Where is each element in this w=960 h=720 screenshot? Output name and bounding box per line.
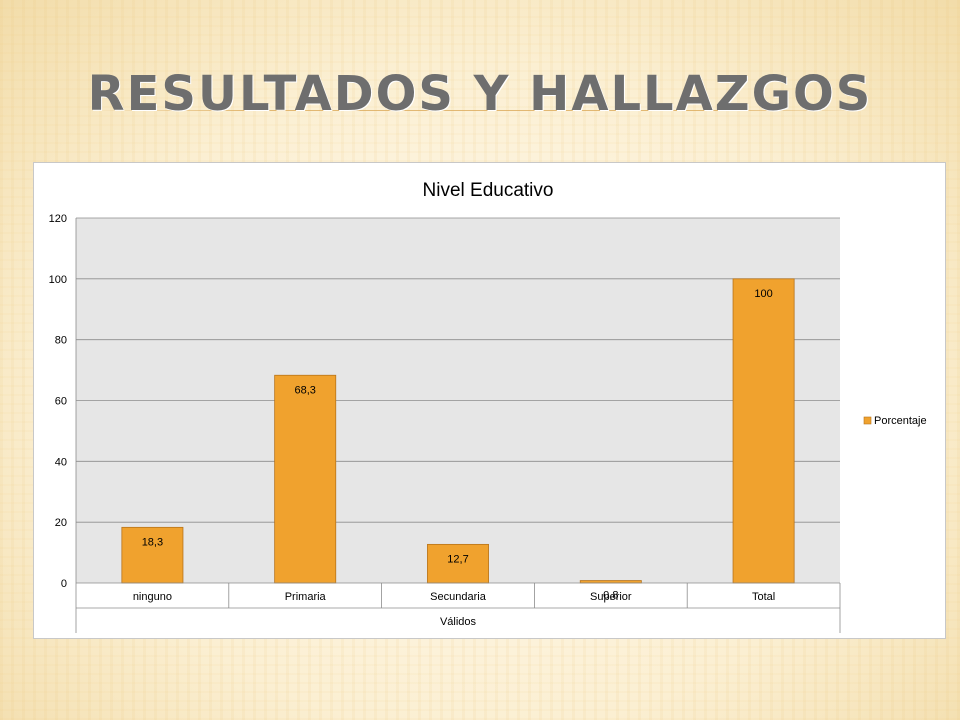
data-label: 100 — [754, 288, 772, 300]
chart-frame: Nivel Educativo 18,3 68,3 12,7 0,8 100 0 20 40… — [33, 162, 946, 639]
x-tick-label: Primaria — [285, 591, 327, 603]
chart-title: Nivel Educativo — [423, 180, 554, 201]
legend-swatch — [863, 416, 872, 425]
y-tick-label: 20 — [55, 517, 67, 529]
legend: Porcentaje — [863, 415, 927, 427]
data-label: 18,3 — [142, 536, 163, 548]
x-tick-label: ninguno — [133, 591, 172, 603]
y-tick-label: 0 — [61, 578, 67, 590]
y-tick-label: 100 — [49, 274, 67, 286]
data-labels: 18,3 68,3 12,7 0,8 100 — [142, 288, 773, 602]
bar — [732, 278, 795, 584]
x-tick-label: Total — [752, 591, 775, 603]
title-underline — [90, 110, 870, 111]
bar-chart: Nivel Educativo 18,3 68,3 12,7 0,8 100 0 20 40… — [49, 180, 927, 633]
x-tick-label: Superior — [590, 591, 632, 603]
x-group-label: Válidos — [440, 616, 477, 628]
x-tick-label: Secundaria — [430, 591, 487, 603]
legend-label: Porcentaje — [874, 415, 927, 427]
data-label: 68,3 — [294, 384, 315, 396]
y-tick-label: 120 — [49, 213, 67, 225]
axes: 0 20 40 60 80 100 120 ninguno Primaria Secundaria… — [49, 213, 841, 633]
y-tick-label: 60 — [55, 396, 67, 408]
data-label: 12,7 — [447, 553, 468, 565]
bar — [274, 374, 337, 584]
y-tick-label: 80 — [55, 335, 67, 347]
bar — [427, 543, 489, 584]
data-label: 0,8 — [603, 590, 618, 602]
bars — [121, 278, 795, 584]
slide-title: Resultados y hallazgos — [87, 66, 873, 122]
gridlines — [76, 217, 840, 523]
y-tick-label: 40 — [55, 456, 67, 468]
